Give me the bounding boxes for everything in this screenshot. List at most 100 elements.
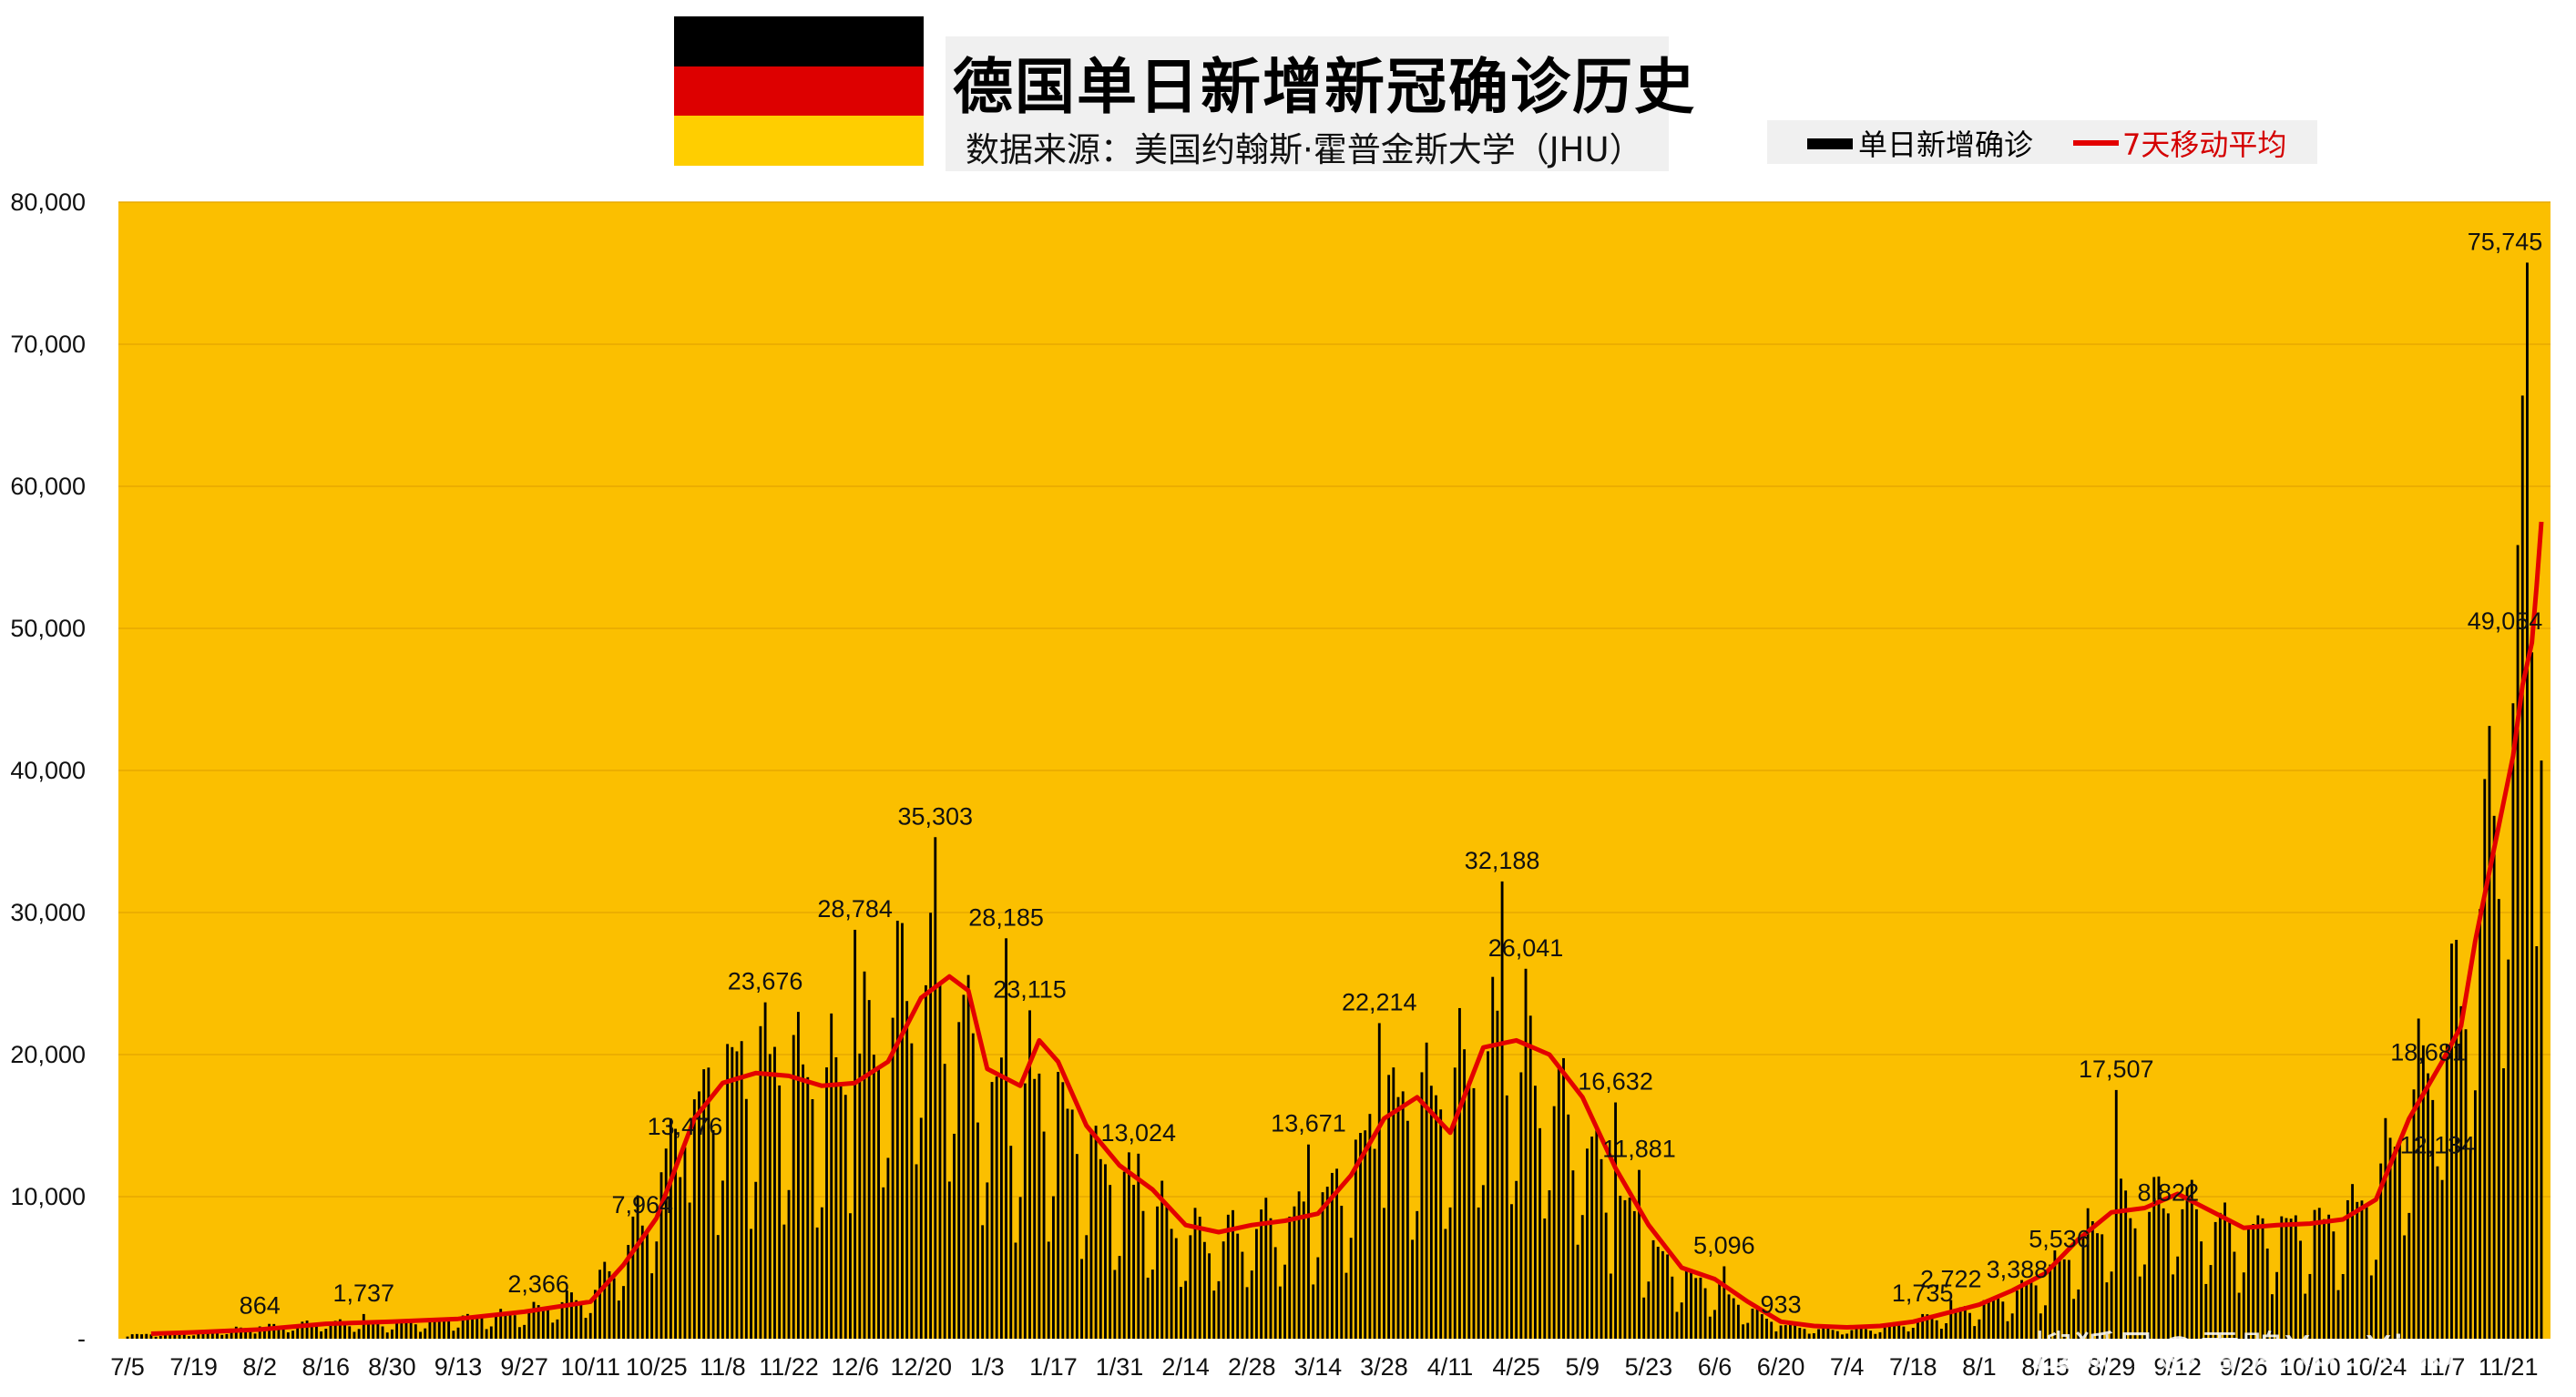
- daily-bar: [1548, 1190, 1551, 1339]
- daily-bar: [1647, 1281, 1651, 1339]
- daily-bar: [815, 1227, 819, 1339]
- daily-bar: [674, 1128, 677, 1339]
- daily-bar: [385, 1332, 389, 1339]
- daily-bar: [1302, 1201, 1305, 1339]
- daily-bar: [1401, 1091, 1405, 1339]
- daily-bar: [891, 1017, 894, 1339]
- daily-bar: [551, 1322, 555, 1339]
- daily-bar: [1656, 1247, 1660, 1339]
- daily-bar: [2304, 1293, 2307, 1339]
- daily-bar: [2223, 1202, 2226, 1339]
- x-tick-label: 8/29: [2088, 1353, 2136, 1381]
- daily-bar: [2308, 1273, 2312, 1339]
- daily-bar: [1014, 1242, 1017, 1339]
- daily-bar: [919, 1117, 923, 1339]
- daily-bar: [1718, 1282, 1722, 1339]
- legend-line-swatch: [2073, 140, 2119, 146]
- daily-bar: [1519, 1072, 1523, 1339]
- daily-bar: [773, 1046, 776, 1339]
- daily-bar: [2365, 1207, 2368, 1339]
- daily-bar: [2204, 1283, 2208, 1339]
- daily-bar: [1779, 1325, 1783, 1339]
- data-label: 5,096: [1693, 1232, 1755, 1259]
- daily-bar: [910, 1043, 914, 1339]
- daily-bar: [754, 1181, 758, 1339]
- daily-bar: [1864, 1329, 1867, 1339]
- daily-bar: [2006, 1321, 2009, 1339]
- daily-bar: [1917, 1320, 1919, 1339]
- daily-bar: [1935, 1320, 1938, 1339]
- daily-bar: [1127, 1152, 1130, 1339]
- data-label: 35,303: [897, 802, 973, 830]
- data-labels: 864 1,737 2,366 7,964 13,476 23,676 28,784 35,3…: [240, 228, 2543, 1319]
- daily-bar: [1699, 1277, 1702, 1339]
- daily-bar: [230, 1329, 233, 1339]
- data-label: 28,185: [968, 903, 1044, 931]
- daily-bar: [2507, 959, 2510, 1339]
- y-tick-label: 30,000: [10, 899, 86, 926]
- daily-bar: [1906, 1331, 1910, 1339]
- daily-bar: [1835, 1331, 1839, 1339]
- x-tick-label: 2/14: [1161, 1353, 1210, 1381]
- daily-bar: [1751, 1308, 1754, 1339]
- daily-bar: [811, 1098, 814, 1339]
- daily-bar: [1987, 1299, 1990, 1339]
- daily-bar: [2049, 1264, 2052, 1339]
- x-tick-label: 4/25: [1492, 1353, 1540, 1381]
- daily-bar: [711, 1129, 715, 1339]
- daily-bar: [2540, 760, 2543, 1339]
- daily-bar: [735, 1051, 739, 1339]
- daily-bar: [433, 1318, 436, 1339]
- daily-bar: [2237, 1292, 2241, 1339]
- data-label: 26,041: [1488, 934, 1564, 962]
- daily-bar: [461, 1315, 465, 1339]
- daily-bar: [452, 1331, 455, 1339]
- daily-bar: [315, 1326, 318, 1339]
- daily-bar: [1992, 1298, 1995, 1339]
- x-tick-label: 12/6: [831, 1353, 879, 1381]
- daily-bar: [2445, 1044, 2448, 1339]
- daily-bar: [2010, 1313, 2014, 1339]
- daily-bar: [1104, 1164, 1107, 1339]
- data-label: 864: [240, 1292, 281, 1320]
- daily-bar: [513, 1315, 516, 1339]
- daily-bar: [905, 1001, 909, 1339]
- daily-bar: [2200, 1241, 2203, 1339]
- daily-bar: [2001, 1301, 2005, 1339]
- daily-bar: [1600, 1158, 1603, 1339]
- daily-bar: [1859, 1327, 1863, 1339]
- y-tick-label: 20,000: [10, 1041, 86, 1068]
- y-tick-label: 40,000: [10, 757, 86, 784]
- daily-bar: [376, 1321, 380, 1339]
- data-label: 16,632: [1578, 1068, 1653, 1096]
- moving-average-line: [150, 521, 2544, 1336]
- data-label: 1,735: [1892, 1280, 1954, 1307]
- daily-bar: [2299, 1240, 2302, 1339]
- daily-bar: [2346, 1199, 2349, 1339]
- daily-bar: [1297, 1191, 1301, 1339]
- daily-bar: [296, 1325, 300, 1339]
- daily-bar: [2261, 1218, 2264, 1339]
- daily-bar: [603, 1261, 607, 1339]
- daily-bar: [1642, 1297, 1646, 1339]
- daily-bar: [631, 1216, 635, 1339]
- daily-bar: [2162, 1208, 2165, 1339]
- daily-bar: [2157, 1176, 2161, 1339]
- daily-bar: [830, 1013, 833, 1339]
- x-tick-label: 6/20: [1757, 1353, 1805, 1381]
- daily-bar: [2488, 726, 2491, 1339]
- daily-bar: [1439, 1109, 1443, 1339]
- daily-bar: [2029, 1280, 2033, 1339]
- daily-bar: [2067, 1259, 2070, 1339]
- daily-bar: [1623, 1199, 1627, 1339]
- daily-bar: [1812, 1332, 1815, 1339]
- daily-bar: [1680, 1302, 1683, 1339]
- daily-bar: [1982, 1300, 1986, 1339]
- daily-bar: [532, 1301, 536, 1339]
- daily-bar: [2407, 1212, 2411, 1339]
- x-tick-label: 9/13: [434, 1353, 483, 1381]
- daily-bar: [849, 1213, 852, 1339]
- x-tick-label: 3/14: [1294, 1353, 1343, 1381]
- daily-bar: [527, 1310, 531, 1339]
- daily-bar: [1552, 1106, 1556, 1339]
